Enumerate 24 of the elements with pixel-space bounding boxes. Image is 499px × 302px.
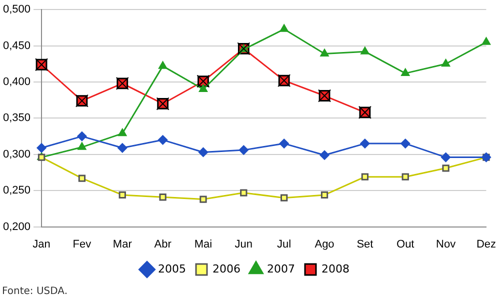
x-tick-label: Set: [356, 238, 374, 250]
x-tick-label: Mar: [112, 238, 132, 250]
x-tick-label: Jul: [277, 238, 292, 250]
x-tick-label: Mai: [194, 238, 212, 250]
x-tick-label: Abr: [154, 238, 172, 250]
x-tick-label: Dez: [476, 238, 496, 250]
y-tick-label: 0,500: [2, 4, 31, 16]
y-tick-label: 0,450: [2, 40, 31, 52]
x-tick-label: Out: [396, 238, 414, 250]
y-tick-label: 0,300: [2, 148, 31, 160]
x-tick-label: Jan: [32, 238, 50, 250]
x-tick-label: Jun: [234, 238, 253, 250]
source-note: Fonte: USDA.: [2, 285, 69, 299]
legend-label: 2008: [321, 262, 350, 276]
x-tick-label: Fev: [72, 238, 92, 250]
x-tick-label: Ago: [314, 238, 334, 250]
legend-label: 2007: [267, 262, 295, 276]
legend-label: 2005: [158, 262, 186, 276]
y-tick-label: 0,250: [2, 184, 31, 197]
y-tick-label: 0,400: [2, 76, 31, 88]
legend-label: 2006: [212, 262, 241, 276]
y-tick-label: 0,350: [2, 112, 31, 124]
x-tick-label: Nov: [436, 238, 456, 250]
y-tick-label: 0,200: [2, 220, 31, 233]
